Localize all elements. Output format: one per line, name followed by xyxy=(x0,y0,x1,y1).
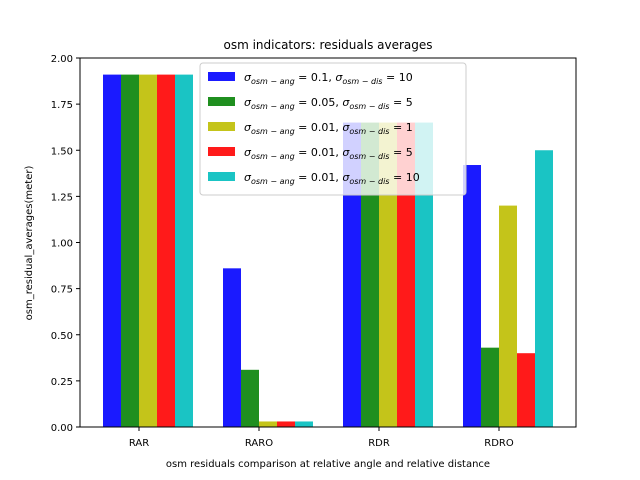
bar-rdro-series-2 xyxy=(481,347,499,427)
bar-rdro-series-3 xyxy=(499,205,517,427)
legend-swatch-series-3 xyxy=(208,122,235,131)
legend-box xyxy=(199,62,467,196)
legend-swatch-series-5 xyxy=(208,172,235,181)
legend-label-series-3: σosm − ang = 0.01, σosm − dis = 1 xyxy=(244,121,413,136)
bar-raro-series-3 xyxy=(259,421,277,427)
y-axis: 0.00 0.25 0.50 0.75 1.00 1.25 1.50 1.75 2.00 xyxy=(51,54,80,434)
bar-rdr-series-5 xyxy=(415,122,433,427)
x-tick-label: RDRO xyxy=(484,438,514,449)
bar-rdro-series-4 xyxy=(517,353,535,427)
bar-rar-series-3 xyxy=(139,74,157,427)
x-axis-label: osm residuals comparison at relative ang… xyxy=(166,459,490,470)
bar-rar-series-4 xyxy=(157,74,175,427)
y-tick-label: 1.75 xyxy=(51,100,73,111)
y-tick-label: 1.25 xyxy=(51,192,73,203)
x-tick-label: RDR xyxy=(368,438,390,449)
y-tick-label: 0.25 xyxy=(51,377,73,388)
bar-rar-series-1 xyxy=(103,74,121,427)
bar-rar-series-2 xyxy=(121,74,139,427)
y-axis-label: osm_residual_averages(meter) xyxy=(24,166,35,321)
legend-label-series-2: σosm − ang = 0.05, σosm − dis = 5 xyxy=(244,96,413,111)
y-tick-label: 0.75 xyxy=(51,285,73,296)
bar-raro-series-4 xyxy=(277,421,295,427)
bars-layer xyxy=(103,74,553,427)
bar-raro-series-5 xyxy=(295,421,313,427)
bar-raro-series-1 xyxy=(223,268,241,427)
bar-rdr-series-1 xyxy=(343,122,361,427)
bar-raro-series-2 xyxy=(241,369,259,427)
legend-label-series-1: σosm − ang = 0.1, σosm − dis = 10 xyxy=(244,71,413,86)
y-tick-label: 1.00 xyxy=(51,239,73,250)
bar-rar-series-5 xyxy=(175,74,193,427)
legend-label-series-4: σosm − ang = 0.01, σosm − dis = 5 xyxy=(244,146,413,161)
y-tick-label: 0.00 xyxy=(51,423,73,434)
y-tick-label: 2.00 xyxy=(51,54,73,65)
legend-swatch-series-4 xyxy=(208,147,235,156)
bar-rdro-series-5 xyxy=(535,150,553,427)
bar-rdro-series-1 xyxy=(463,165,481,427)
legend: σosm − ang = 0.1, σosm − dis = 10 σosm − … xyxy=(199,62,467,196)
x-axis: RAR RARO RDR RDRO xyxy=(129,427,514,449)
y-tick-label: 1.50 xyxy=(51,146,73,157)
legend-label-series-5: σosm − ang = 0.01, σosm − dis = 10 xyxy=(244,171,420,186)
chart-title: osm indicators: residuals averages xyxy=(223,38,432,52)
legend-swatch-series-1 xyxy=(208,72,235,81)
x-tick-label: RARO xyxy=(245,438,273,449)
y-tick-label: 0.50 xyxy=(51,331,73,342)
bar-rdr-series-4 xyxy=(397,122,415,427)
bar-rdr-series-2 xyxy=(361,122,379,427)
bar-rdr-series-3 xyxy=(379,122,397,427)
legend-swatch-series-2 xyxy=(208,97,235,106)
x-tick-label: RAR xyxy=(129,438,149,449)
